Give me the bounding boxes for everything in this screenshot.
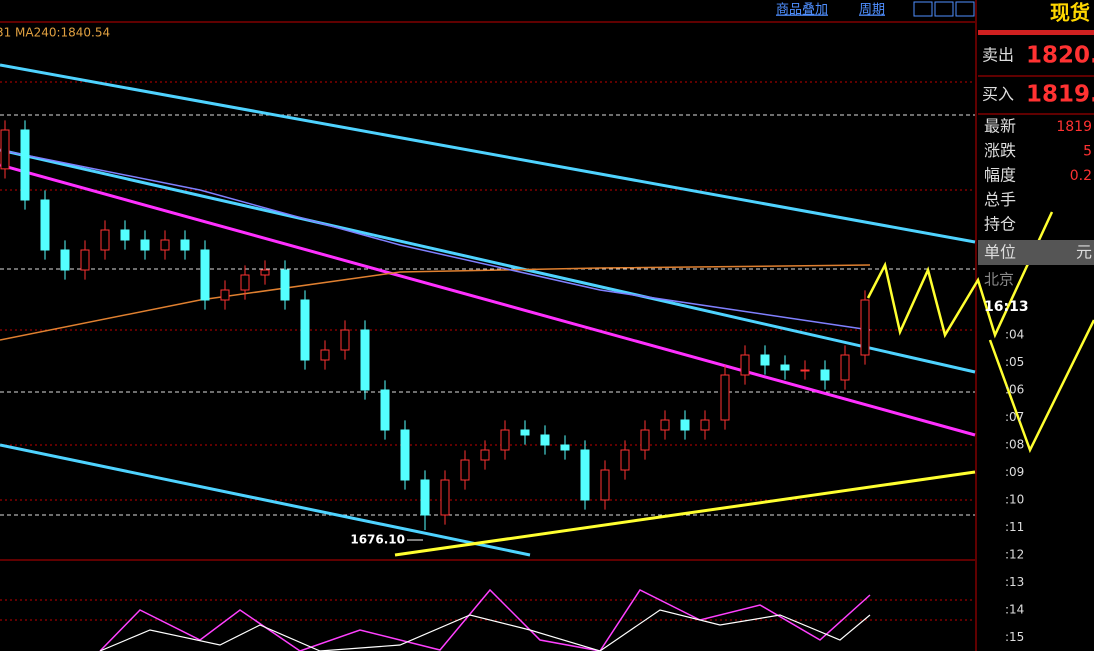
candle-body <box>520 429 530 436</box>
candle-body <box>340 329 350 351</box>
oscillator <box>99 609 871 651</box>
time-tick: :06 <box>1005 383 1024 397</box>
candle-body <box>20 129 30 201</box>
buy-value: 1819. <box>1026 82 1094 108</box>
candle-body <box>320 349 330 361</box>
candle-body <box>240 274 250 291</box>
time-tick: :09 <box>1005 465 1024 479</box>
candle-body <box>480 449 490 461</box>
candle-body <box>140 239 150 251</box>
time-tick: :04 <box>1005 328 1024 342</box>
row-label: 幅度 <box>984 166 1016 185</box>
time-tick: :07 <box>1005 410 1024 424</box>
candle-body <box>40 199 50 251</box>
candle-body <box>640 429 650 451</box>
row-label: 涨跌 <box>984 141 1016 160</box>
candle-body <box>560 444 570 451</box>
candle-body <box>180 239 190 251</box>
forecast-arrow <box>988 319 1094 454</box>
candle-body <box>280 269 290 301</box>
candle-body <box>660 419 670 431</box>
candle-body <box>220 289 230 301</box>
nav-buttons[interactable] <box>913 1 975 17</box>
time-tick: :10 <box>1005 493 1024 507</box>
candle-body <box>300 299 310 361</box>
candle-body <box>500 429 510 451</box>
candle-body <box>760 354 770 366</box>
candle-body <box>400 429 410 481</box>
candle-body <box>380 389 390 431</box>
trend-line <box>0 148 976 374</box>
ma-line <box>0 264 871 341</box>
time-tick: :14 <box>1005 603 1024 617</box>
candle-body <box>440 479 450 516</box>
row-value: 5 <box>1083 144 1092 160</box>
candle-body <box>360 329 370 391</box>
candle-body <box>460 459 470 481</box>
candle-body <box>620 449 630 471</box>
candle-body <box>420 479 430 516</box>
candle-body <box>700 419 710 431</box>
row-value: 1819 <box>1056 119 1092 135</box>
candle-body <box>720 374 730 421</box>
city: 北京 <box>984 271 1014 289</box>
ma-line <box>0 149 871 331</box>
bar <box>978 30 1094 35</box>
sell-label: 卖出 <box>982 46 1014 65</box>
candle-body <box>160 239 170 251</box>
candle-body <box>260 269 270 276</box>
indicator-prefix: 31 <box>0 26 11 40</box>
candle-body <box>860 299 870 356</box>
candle-body <box>60 249 70 271</box>
candle-body <box>540 434 550 446</box>
trend-line <box>0 163 976 437</box>
toolbar-button[interactable]: 商品叠加 <box>776 3 828 18</box>
time-tick: :05 <box>1005 355 1024 369</box>
candle-body <box>200 249 210 301</box>
candle-body <box>120 229 130 241</box>
candle-body <box>600 469 610 501</box>
row-label: 总手 <box>984 190 1016 209</box>
sell-value: 1820. <box>1026 43 1094 69</box>
trend-line <box>0 63 976 244</box>
time-tick: :13 <box>1005 575 1024 589</box>
candle-body <box>680 419 690 431</box>
panel-title: 现货 <box>1050 1 1090 25</box>
buy-label: 买入 <box>982 85 1014 104</box>
unit-bg <box>978 240 1094 265</box>
time-tick: :12 <box>1005 548 1024 562</box>
unit-value: 元 <box>1076 243 1092 262</box>
forecast-arrow <box>866 211 1054 339</box>
annotation-label: 1676.10 <box>350 533 405 547</box>
row-label: 持仓 <box>984 215 1016 234</box>
time: 16:13 <box>984 299 1029 315</box>
candle-body <box>580 449 590 501</box>
time-tick: :08 <box>1005 438 1024 452</box>
trend-line <box>394 470 976 557</box>
candle-body <box>800 369 810 372</box>
time-tick: :15 <box>1005 630 1024 644</box>
candle-body <box>80 249 90 271</box>
trend-line <box>0 443 531 557</box>
time-tick: :11 <box>1005 520 1024 534</box>
candle-body <box>0 129 10 170</box>
unit-label: 单位 <box>984 243 1016 262</box>
oscillator <box>99 588 871 651</box>
toolbar-button[interactable]: 周期 <box>859 3 885 18</box>
candle-body <box>840 354 850 381</box>
grid-white <box>0 114 975 516</box>
row-value: 0.2 <box>1070 168 1092 184</box>
candle-body <box>820 369 830 381</box>
candle-body <box>100 229 110 251</box>
row-label: 最新 <box>984 117 1016 136</box>
candle-body <box>780 364 790 371</box>
indicator: MA240:1840.54 <box>15 26 110 40</box>
candle-body <box>740 354 750 376</box>
